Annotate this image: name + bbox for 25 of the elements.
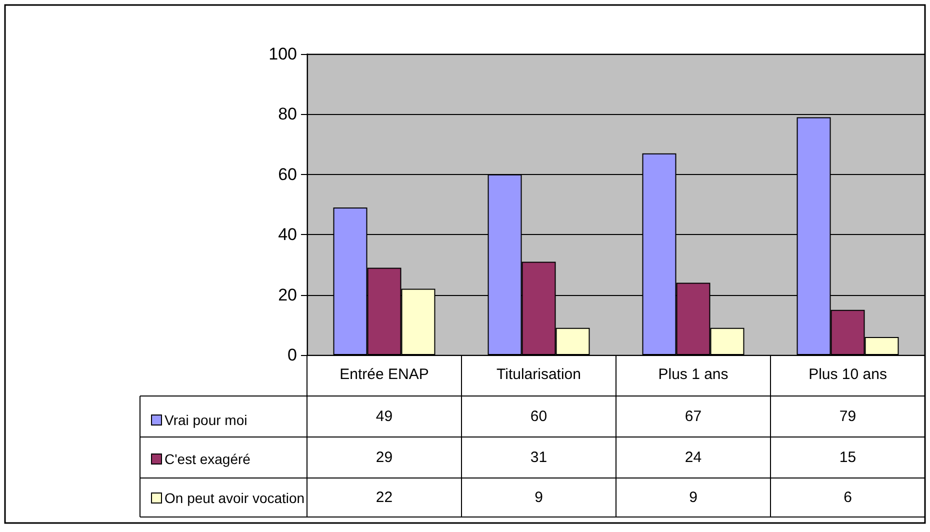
legend-label: C'est exagéré	[164, 451, 251, 467]
data-label: 79	[839, 408, 856, 425]
y-tick-label: 80	[278, 104, 297, 124]
data-label: 67	[684, 408, 702, 425]
x-tick-label: Plus 1 ans	[658, 366, 728, 383]
data-label: 6	[844, 489, 852, 506]
data-label: 9	[534, 489, 543, 506]
data-label: 49	[376, 408, 393, 425]
data-label: 29	[376, 449, 393, 466]
y-tick-label: 40	[278, 225, 297, 244]
data-label: 24	[684, 449, 702, 466]
y-tick-label: 60	[278, 164, 297, 184]
data-label: 60	[530, 408, 548, 425]
legend-label: On peut avoir vocation	[164, 490, 305, 506]
x-tick-label: Entrée ENAP	[340, 366, 429, 383]
y-tick-label: 0	[288, 346, 297, 364]
y-tick-label: 100	[268, 44, 297, 64]
x-tick-label: Titularisation	[496, 366, 581, 383]
data-label: 22	[376, 489, 393, 506]
legend-label: Vrai pour moi	[164, 412, 248, 428]
data-label: 31	[530, 449, 548, 466]
y-tick-label: 20	[278, 285, 297, 304]
data-label: 9	[689, 489, 698, 506]
x-tick-label: Plus 10 ans	[808, 366, 887, 383]
data-label: 15	[839, 449, 856, 466]
